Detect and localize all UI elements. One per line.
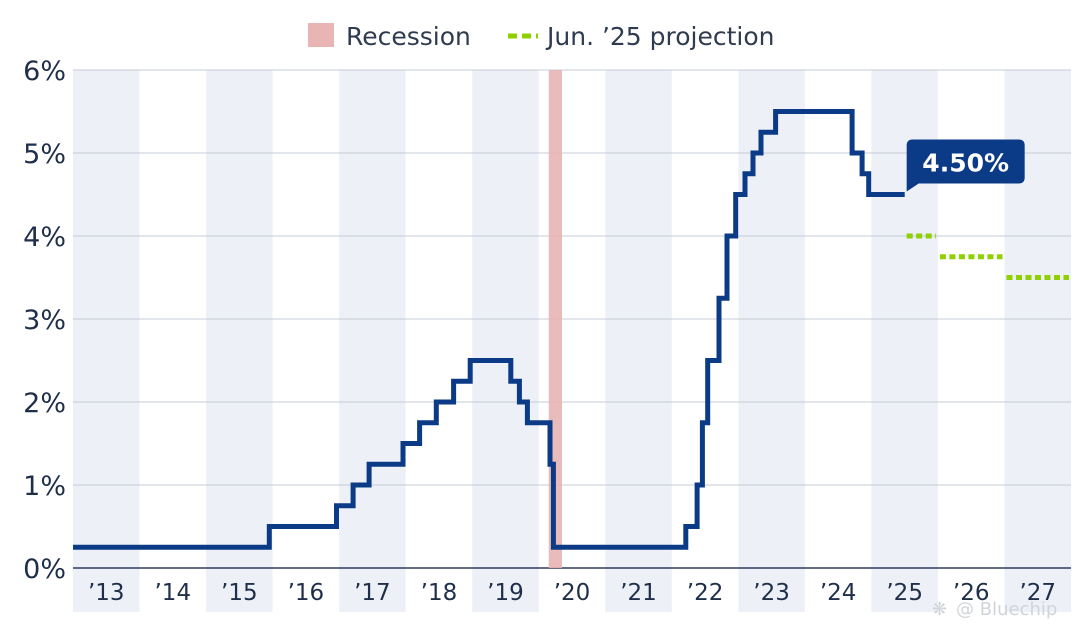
x-axis-ticks: ’13 ’14 ’15 ’16 ’17 ’18 ’19 ’20 ’21 ’22 ’23 ’24 ’25 ’… — [88, 580, 1056, 606]
y-axis-ticks: 0% 1% 2% 3% 4% 5% 6% — [23, 56, 66, 585]
legend-recession-label: Recession — [346, 22, 471, 51]
legend-recession-swatch — [308, 23, 334, 47]
x-tick-label: ’26 — [953, 580, 990, 606]
y-tick-label: 5% — [23, 139, 66, 170]
fed-funds-rate-line — [73, 109, 905, 550]
y-tick-label: 6% — [23, 56, 66, 87]
callout-value: 4.50% — [922, 149, 1009, 178]
x-tick-label: ’15 — [221, 580, 258, 606]
x-tick-label: ’23 — [753, 580, 790, 606]
series-layer — [73, 109, 1069, 550]
callout-box — [906, 139, 1025, 192]
y-tick-label: 3% — [23, 305, 66, 336]
year-band — [339, 70, 406, 612]
x-tick-label: ’16 — [288, 580, 325, 606]
y-tick-label: 1% — [23, 471, 66, 502]
watermark-icon: ❋ — [932, 599, 947, 620]
x-tick-label: ’21 — [620, 580, 657, 606]
year-band — [738, 70, 805, 612]
legend-projection-label: Jun. ’25 projection — [545, 22, 775, 51]
x-tick-label: ’22 — [687, 580, 724, 606]
x-tick-label: ’19 — [487, 580, 524, 606]
legend: Recession Jun. ’25 projection — [308, 22, 775, 51]
year-band — [605, 70, 672, 612]
x-tick-label: ’25 — [886, 580, 923, 606]
x-tick-label: ’17 — [354, 580, 391, 606]
x-tick-label: ’24 — [820, 580, 857, 606]
x-tick-label: ’27 — [1019, 580, 1056, 606]
year-band — [206, 70, 273, 612]
watermark-text: @ Bluechip — [956, 599, 1057, 620]
x-tick-label: ’14 — [155, 580, 192, 606]
y-tick-label: 4% — [23, 222, 66, 253]
y-tick-label: 2% — [23, 388, 66, 419]
y-tick-label: 0% — [23, 554, 66, 585]
watermark: ❋ @ Bluechip — [932, 599, 1057, 620]
gridlines — [73, 69, 1071, 569]
x-tick-label: ’13 — [88, 580, 125, 606]
value-callout: 4.50% — [906, 139, 1025, 192]
x-tick-label: ’18 — [421, 580, 458, 606]
year-band — [472, 70, 539, 612]
x-tick-label: ’20 — [554, 580, 591, 606]
year-band — [73, 70, 140, 612]
